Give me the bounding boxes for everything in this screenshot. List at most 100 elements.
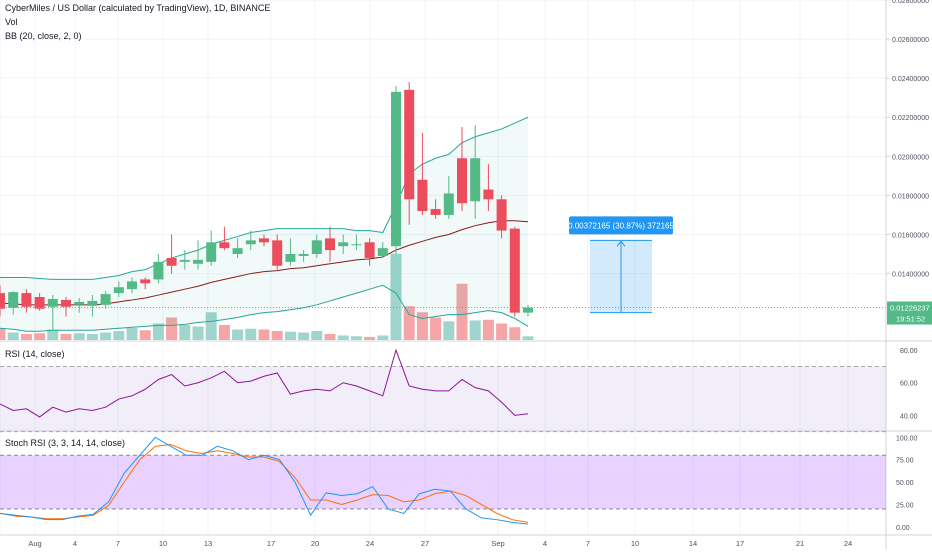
candle-body <box>391 91 401 247</box>
price-tick-label: 0.01800000 <box>892 193 929 200</box>
volume-bar <box>34 333 46 340</box>
candle-body <box>47 298 58 307</box>
candle-body <box>298 254 309 256</box>
price-tick-label: 0.02600000 <box>892 37 929 44</box>
candle-body <box>443 193 454 215</box>
candle-body <box>259 238 269 243</box>
candle-body <box>496 199 507 231</box>
time-tick-label: 17 <box>736 539 744 548</box>
candle-body <box>127 281 137 290</box>
volume-legend[interactable]: Vol <box>5 17 18 27</box>
price-tick-label: 0.02000000 <box>892 154 929 161</box>
time-axis: Aug 4 7 10 13 17 20 24 27 Sep 4 7 10 14 17 21 24 <box>28 539 852 548</box>
candle-body <box>338 242 349 247</box>
volume-bar <box>20 334 32 340</box>
volume-bar <box>126 328 138 340</box>
time-tick-label: 4 <box>543 539 547 548</box>
bollinger-legend[interactable]: BB (20, close, 2, 0) <box>5 31 82 41</box>
volume-bar <box>469 320 481 340</box>
volume-series <box>0 253 534 340</box>
volume-bar <box>403 306 415 340</box>
candle-body <box>245 240 256 245</box>
candle-body <box>179 259 190 262</box>
volume-bar <box>509 327 521 340</box>
candle-body <box>113 287 124 294</box>
candle-body <box>470 158 481 202</box>
time-tick-label: 10 <box>631 539 639 548</box>
rsi-pane <box>0 348 886 433</box>
countdown-label: 19:51:52 <box>896 315 925 324</box>
rsi-pane-title[interactable]: RSI (14, close) <box>5 349 65 359</box>
volume-bar <box>443 321 455 340</box>
stoch-pane <box>0 436 886 525</box>
stoch-k-line <box>0 436 529 525</box>
volume-bar <box>390 253 402 340</box>
candle-body <box>285 254 296 262</box>
rsi-tick-label: 40.00 <box>900 413 918 420</box>
stoch-tick-label: 0.00 <box>896 525 910 532</box>
symbol-title[interactable]: CyberMiles / US Dollar (calculated by Tr… <box>5 3 271 13</box>
volume-bar <box>113 331 125 340</box>
candle-body <box>0 293 5 309</box>
rsi-tick-label: 80.00 <box>900 348 918 355</box>
volume-bar <box>7 332 19 340</box>
candle-body <box>325 238 335 251</box>
volume-bar <box>192 326 204 340</box>
candle-body <box>74 301 85 305</box>
candle-body <box>351 244 362 246</box>
time-tick-label: 7 <box>116 539 120 548</box>
price-tick-label: 0.02800000 <box>892 0 929 5</box>
price-tick-label: 0.02200000 <box>892 115 929 122</box>
volume-bar <box>86 334 98 340</box>
volume-bar <box>430 317 442 340</box>
stoch-tick-label: 100.00 <box>896 435 918 442</box>
stoch-pane-title[interactable]: Stoch RSI (3, 3, 14, 14, close) <box>5 438 126 448</box>
candle-body <box>87 300 98 306</box>
candlestick-series <box>0 82 533 331</box>
stoch-tick-label: 75.00 <box>896 458 914 465</box>
volume-bar <box>47 329 59 340</box>
candle-body <box>417 179 428 212</box>
volume-bar <box>166 317 178 340</box>
volume-bar <box>245 328 257 340</box>
volume-bar <box>522 336 534 340</box>
volume-bar <box>324 334 336 340</box>
price-axis: 0.02800000 0.02600000 0.02400000 0.02200000… <box>886 0 932 325</box>
candle-body <box>272 240 283 266</box>
current-price-label: 0.01226237 <box>890 304 930 313</box>
price-tick-label: 0.02400000 <box>892 76 929 83</box>
volume-bar <box>73 333 85 340</box>
rsi-line <box>0 348 529 418</box>
volume-bar <box>271 331 283 340</box>
measure-arrow-head <box>616 240 626 247</box>
rsi-band <box>0 366 886 432</box>
bollinger-upper-line <box>0 116 529 280</box>
volume-bar <box>205 312 217 340</box>
grid-lines <box>0 0 886 534</box>
time-tick-label: 24 <box>844 539 852 548</box>
time-tick-label: 24 <box>366 539 374 548</box>
candle-body <box>206 242 217 262</box>
candle-body <box>232 248 243 255</box>
candle-body <box>166 257 177 266</box>
volume-bar <box>456 283 468 340</box>
volume-bar <box>60 334 72 340</box>
volume-bar <box>350 336 362 340</box>
candle-body <box>219 242 230 249</box>
candle-body <box>21 293 32 307</box>
time-tick-label: Aug <box>28 539 41 548</box>
time-tick-label: 14 <box>689 539 697 548</box>
time-tick-label: Sep <box>491 539 504 548</box>
candle-body <box>153 261 164 280</box>
time-tick-label: 27 <box>421 539 429 548</box>
volume-bar <box>152 323 164 340</box>
candle-body <box>311 240 322 255</box>
volume-bar <box>416 312 428 340</box>
countdown-badge <box>887 313 932 325</box>
time-tick-label: 13 <box>204 539 212 548</box>
volume-bar <box>298 332 310 340</box>
stoch-tick-label: 25.00 <box>896 502 914 509</box>
time-tick-label: 7 <box>586 539 590 548</box>
